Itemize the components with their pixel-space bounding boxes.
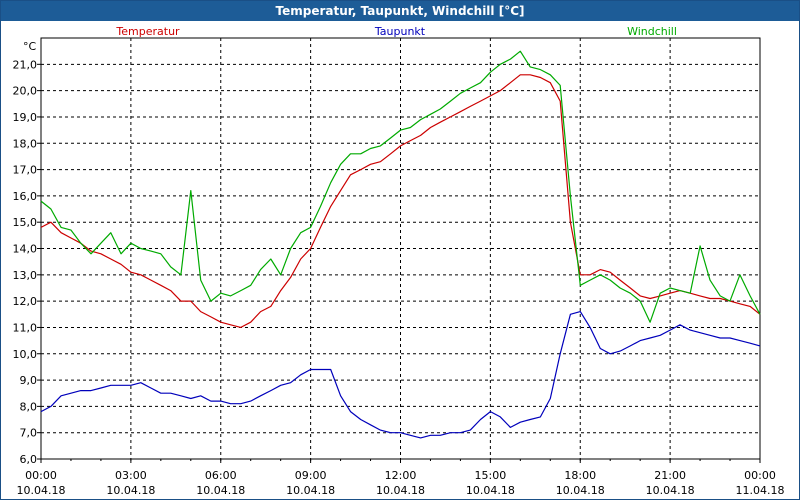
- x-tick-time: 15:00: [475, 469, 507, 482]
- x-tick-date: 10.04.18: [376, 484, 425, 497]
- x-tick-date: 11.04.18: [736, 484, 785, 497]
- x-tick-date: 10.04.18: [466, 484, 515, 497]
- legend-taupunkt: Taupunkt: [374, 25, 426, 38]
- y-tick-label: 19,0: [13, 111, 38, 124]
- y-tick-label: 8,0: [20, 400, 38, 413]
- chart-title: Temperatur, Taupunkt, Windchill [°C]: [1, 1, 799, 21]
- x-tick-date: 10.04.18: [286, 484, 335, 497]
- x-tick-date: 10.04.18: [646, 484, 695, 497]
- y-tick-label: 15,0: [13, 216, 38, 229]
- series-line-taupunkt: [40, 311, 761, 439]
- y-tick-label: 14,0: [13, 243, 38, 256]
- y-tick-label: 6,0: [20, 453, 38, 466]
- series-lines: [40, 50, 761, 439]
- x-tick-time: 18:00: [564, 469, 596, 482]
- y-tick-label: 10,0: [13, 348, 38, 361]
- x-tick-time: 12:00: [385, 469, 417, 482]
- x-axis-ticks: 00:00 10.04.18 03:00 10.04.18 06:00 10.04.18 0…: [17, 459, 785, 497]
- y-tick-label: 13,0: [13, 269, 38, 282]
- series-line-windchill: [40, 50, 761, 323]
- x-tick-time: 00:00: [25, 469, 57, 482]
- x-tick-time: 21:00: [654, 469, 686, 482]
- y-tick-label: 9,0: [20, 374, 38, 387]
- x-tick-time: 06:00: [205, 469, 237, 482]
- x-tick-date: 10.04.18: [106, 484, 155, 497]
- series-line-temperatur: [40, 74, 761, 328]
- y-tick-label: 17,0: [13, 164, 38, 177]
- x-tick-date: 10.04.18: [17, 484, 66, 497]
- y-tick-label: 20,0: [13, 85, 38, 98]
- legend-temperatur: Temperatur: [115, 25, 180, 38]
- y-axis-ticks: 6,0 7,0 8,0 9,0 10,0 11,0 12,0 13,0 14,0 15,0 16,0…: [13, 58, 41, 466]
- x-tick-date: 10.04.18: [556, 484, 605, 497]
- x-tick-time: 00:00: [744, 469, 776, 482]
- y-tick-label: 12,0: [13, 295, 38, 308]
- y-tick-label: 16,0: [13, 190, 38, 203]
- x-tick-date: 10.04.18: [196, 484, 245, 497]
- x-tick-time: 03:00: [115, 469, 147, 482]
- y-unit-label: °C: [23, 40, 37, 53]
- legend-windchill: Windchill: [627, 25, 677, 38]
- y-tick-label: 21,0: [13, 58, 38, 71]
- x-tick-time: 09:00: [295, 469, 327, 482]
- y-tick-label: 11,0: [13, 321, 38, 334]
- y-tick-label: 18,0: [13, 137, 38, 150]
- y-tick-label: 7,0: [20, 427, 38, 440]
